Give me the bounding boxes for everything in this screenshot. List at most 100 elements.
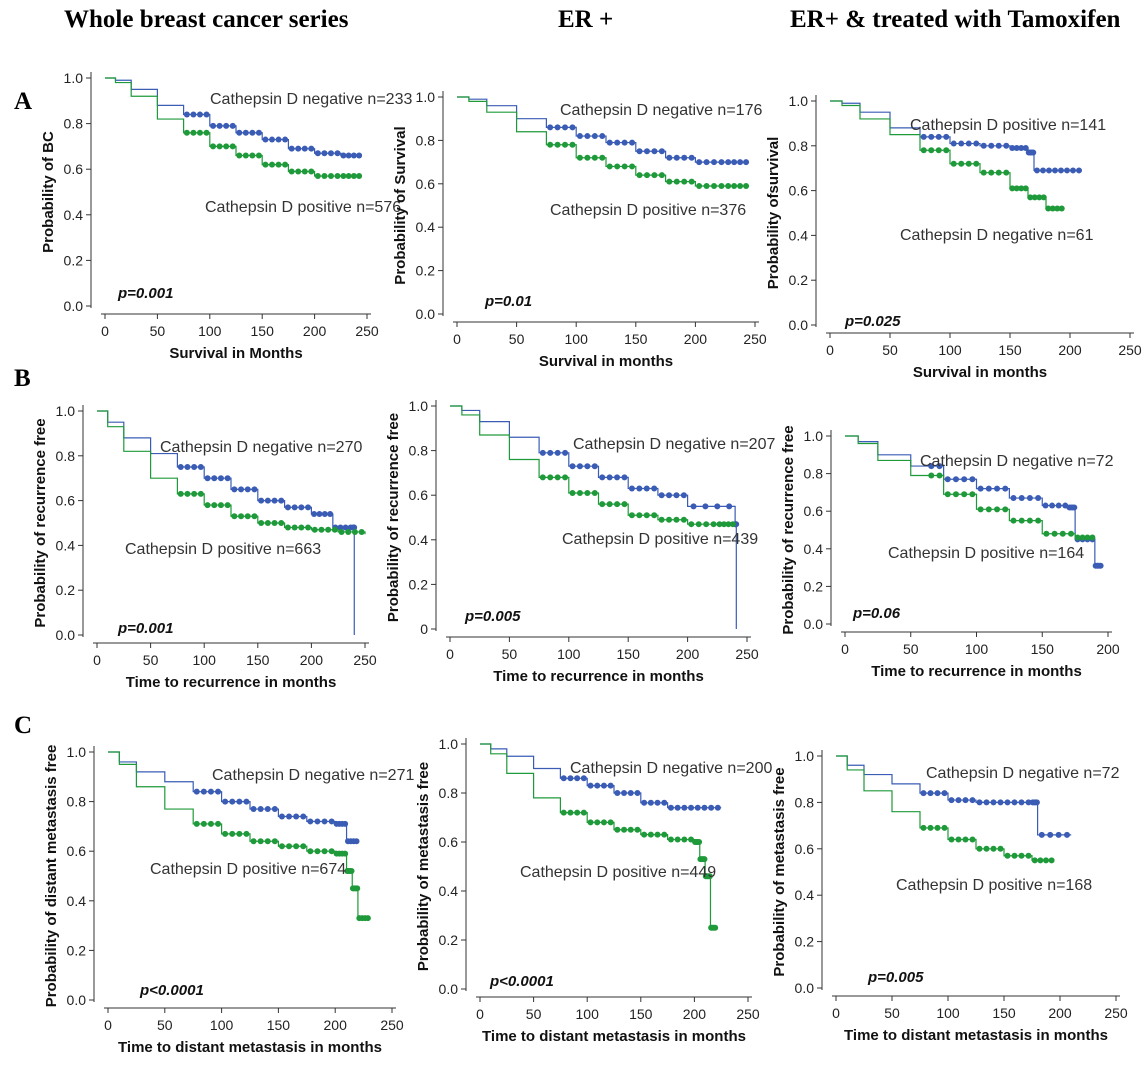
x-axis-label: Survival in months — [539, 353, 673, 370]
censor-marker — [643, 172, 650, 179]
series-label-positive: Cathepsin D positive n=168 — [896, 877, 1092, 894]
censor-marker — [628, 485, 635, 492]
x-axis-label: Survival in Months — [169, 345, 302, 362]
censor-marker — [1049, 502, 1056, 509]
censor-marker — [587, 782, 594, 789]
censor-marker — [927, 824, 934, 831]
censor-marker — [928, 463, 935, 470]
x-tick-label: 200 — [684, 331, 708, 347]
series-label-positive: Cathepsin D positive n=674 — [150, 861, 346, 878]
y-tick-label: 0.8 — [64, 116, 84, 132]
censor-marker — [944, 476, 951, 483]
censor-marker — [969, 491, 976, 498]
censor-marker — [250, 838, 257, 845]
censor-marker — [574, 809, 581, 816]
censor-marker — [338, 528, 345, 535]
censor-marker — [599, 154, 606, 161]
y-tick-label: 0.2 — [795, 934, 815, 950]
censor-marker — [242, 152, 249, 159]
y-tick-label: 0.4 — [439, 883, 459, 899]
y-axis-label: Probability of distant metastasis free — [43, 745, 60, 1008]
censor-marker — [1046, 167, 1052, 174]
censor-marker — [614, 163, 621, 170]
y-tick-label: 0.0 — [56, 627, 76, 643]
censor-marker — [674, 804, 681, 811]
censor-marker — [1049, 205, 1056, 212]
censor-marker — [547, 474, 554, 481]
censor-marker — [257, 838, 264, 845]
censor-marker — [249, 152, 256, 159]
censor-marker — [969, 836, 976, 843]
censor-marker — [950, 160, 957, 167]
censor-marker — [1026, 495, 1033, 502]
censor-marker — [223, 143, 230, 150]
censor-marker — [293, 813, 300, 820]
censor-marker — [621, 501, 628, 508]
censor-marker — [627, 790, 634, 796]
censor-marker — [621, 139, 628, 146]
censor-marker — [606, 139, 613, 146]
censor-marker — [606, 501, 613, 508]
censor-marker — [576, 489, 583, 496]
censor-marker — [995, 142, 1002, 149]
y-tick-label: 0.2 — [804, 578, 824, 594]
censor-marker — [244, 513, 251, 520]
censor-marker — [348, 868, 355, 875]
censor-marker — [1031, 194, 1038, 201]
y-tick-label: 1.0 — [64, 70, 84, 86]
censor-marker — [955, 836, 962, 843]
censor-marker — [222, 798, 229, 805]
censor-marker — [941, 824, 948, 831]
censor-marker — [321, 150, 328, 157]
km-curve-negative — [480, 743, 722, 809]
x-tick-label: 200 — [1048, 1005, 1072, 1021]
censor-marker — [948, 836, 955, 843]
series-label-positive: Cathepsin D positive n=663 — [125, 541, 321, 558]
censor-marker — [927, 790, 934, 797]
censor-marker — [737, 182, 744, 189]
censor-marker — [708, 804, 715, 811]
censor-marker — [210, 122, 217, 129]
y-tick-label: 0.6 — [56, 493, 76, 509]
censor-marker — [614, 790, 621, 796]
censor-marker — [703, 159, 710, 166]
censor-marker — [215, 788, 222, 795]
censor-marker — [961, 491, 968, 498]
x-tick-label: 0 — [101, 323, 109, 339]
censor-marker — [710, 521, 717, 528]
series-label-positive: Cathepsin D positive n=576 — [205, 199, 401, 216]
censor-marker — [1079, 534, 1086, 541]
censor-marker — [943, 147, 950, 154]
censor-marker — [1031, 857, 1038, 864]
x-tick-label: 150 — [624, 331, 648, 347]
censor-marker — [1018, 145, 1025, 152]
series-label-negative: Cathepsin D negative n=176 — [560, 102, 762, 119]
x-axis-label: Time to recurrence in months — [493, 668, 704, 685]
x-tick-label: 150 — [998, 342, 1022, 358]
censor-marker — [621, 163, 628, 170]
censor-marker — [569, 489, 576, 496]
censor-marker — [1002, 506, 1009, 513]
censor-marker — [969, 476, 976, 483]
censor-marker — [712, 924, 719, 931]
x-tick-label: 250 — [735, 646, 759, 662]
censor-marker — [591, 133, 598, 140]
censor-marker — [584, 463, 591, 470]
censor-marker — [920, 133, 927, 140]
censor-marker — [1003, 169, 1010, 176]
censor-marker — [567, 775, 574, 782]
y-tick-label: 0.4 — [795, 887, 815, 903]
censor-marker — [576, 463, 583, 470]
y-axis-label: Probability of metastasis free — [415, 762, 432, 971]
x-tick-label: 0 — [476, 1006, 484, 1022]
censor-marker — [718, 182, 725, 189]
censor-marker — [1055, 831, 1062, 838]
censor-marker — [342, 524, 349, 531]
censor-marker — [190, 129, 197, 136]
censor-marker — [204, 502, 211, 509]
y-tick-label: 0.6 — [67, 843, 87, 859]
censor-marker — [1033, 799, 1040, 806]
censor-marker — [295, 168, 302, 175]
